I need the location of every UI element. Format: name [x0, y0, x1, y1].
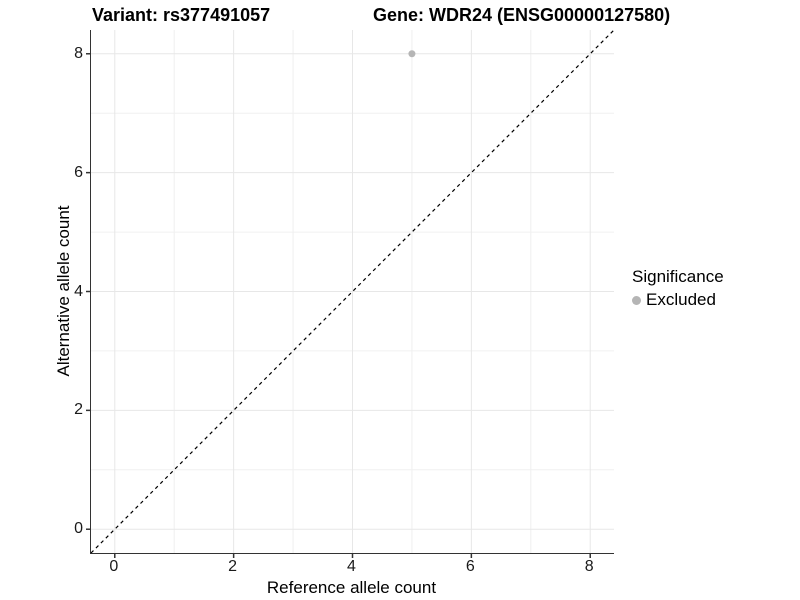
- x-axis-title: Reference allele count: [266, 578, 437, 597]
- x-tick-label: 4: [347, 558, 356, 575]
- x-tick-label: 2: [228, 558, 238, 575]
- y-tick-label: 0: [74, 520, 83, 538]
- legend-entry-label: Excluded: [646, 290, 716, 309]
- y-tick-label: 4: [74, 282, 83, 300]
- legend-entry-excluded: Excluded: [632, 290, 724, 310]
- x-tick-label: 8: [584, 558, 594, 575]
- y-tick-label: 8: [74, 44, 83, 62]
- plot-panel: [86, 29, 615, 558]
- plot-canvas: [86, 29, 615, 558]
- x-tick-label: 6: [465, 558, 475, 575]
- variant-title: Variant: rs377491057: [92, 5, 271, 25]
- y-axis-title: Alternative allele count: [54, 205, 73, 377]
- y-tick-label: 2: [74, 401, 83, 419]
- identity-reference-line: [90, 29, 615, 554]
- data-point: [408, 50, 416, 58]
- y-tick-label: 6: [74, 163, 83, 181]
- legend-point-icon: [632, 295, 641, 305]
- gene-title: Gene: WDR24 (ENSG00000127580): [373, 5, 671, 25]
- x-tick-label: 0: [109, 558, 119, 575]
- legend: Significance Excluded: [632, 266, 724, 310]
- legend-title: Significance: [632, 267, 724, 286]
